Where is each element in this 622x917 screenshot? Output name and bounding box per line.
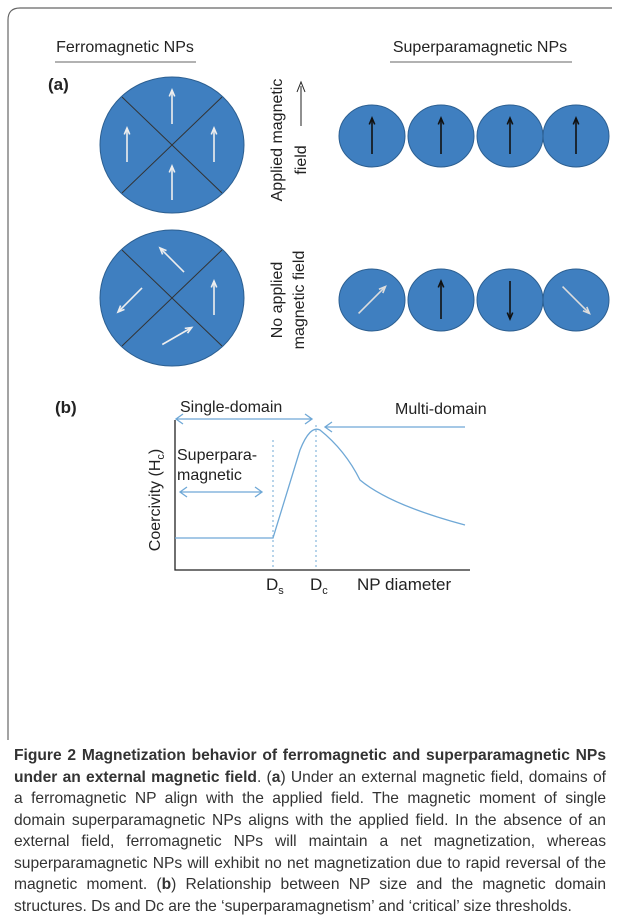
text: Coercivity (H [147, 460, 164, 552]
subscript: s [278, 585, 284, 597]
x-label: Dc [310, 575, 328, 597]
page: (a) Ferromagnetic NPs Superparamagnetic … [0, 0, 622, 905]
subscript: c [322, 585, 328, 597]
side-label: magnetic field [291, 251, 308, 350]
caption-text: ) Under an external magnetic field, doma… [14, 769, 606, 894]
caption: Figure 2 Magnetization behavior of ferro… [14, 745, 606, 917]
heading: Ferromagnetic NPs [56, 39, 194, 56]
label: Single-domain [180, 399, 282, 416]
x-axis-label: NP diameter [357, 575, 452, 594]
panel-a: (a) Ferromagnetic NPs Superparamagnetic … [48, 39, 609, 366]
label: Multi-domain [395, 401, 487, 418]
text: D [266, 575, 278, 594]
text: D [310, 575, 322, 594]
label: magnetic [177, 467, 242, 484]
figure: (a) Ferromagnetic NPs Superparamagnetic … [0, 0, 622, 740]
text: ) [147, 449, 164, 454]
caption-text: . ( [257, 769, 272, 786]
y-axis-label: Coercivity (Hc) [147, 449, 167, 551]
side-label: field [293, 145, 310, 174]
superpara-arrow [180, 487, 262, 497]
panel-label: (a) [48, 75, 69, 94]
multi-domain-arrow [325, 422, 465, 432]
heading: Superparamagnetic NPs [393, 39, 567, 56]
caption-text: Figure 2 [14, 747, 76, 764]
x-label: Ds [266, 575, 284, 597]
side-label: No applied [269, 262, 286, 339]
axes [175, 420, 470, 570]
panel-b: (b) Coercivity (Hc) Single-domain Multi-… [55, 398, 487, 597]
label: Superpara- [177, 447, 257, 464]
panel-label: (b) [55, 398, 77, 417]
side-label: Applied magnetic [269, 79, 286, 202]
caption-text: b [162, 876, 172, 893]
